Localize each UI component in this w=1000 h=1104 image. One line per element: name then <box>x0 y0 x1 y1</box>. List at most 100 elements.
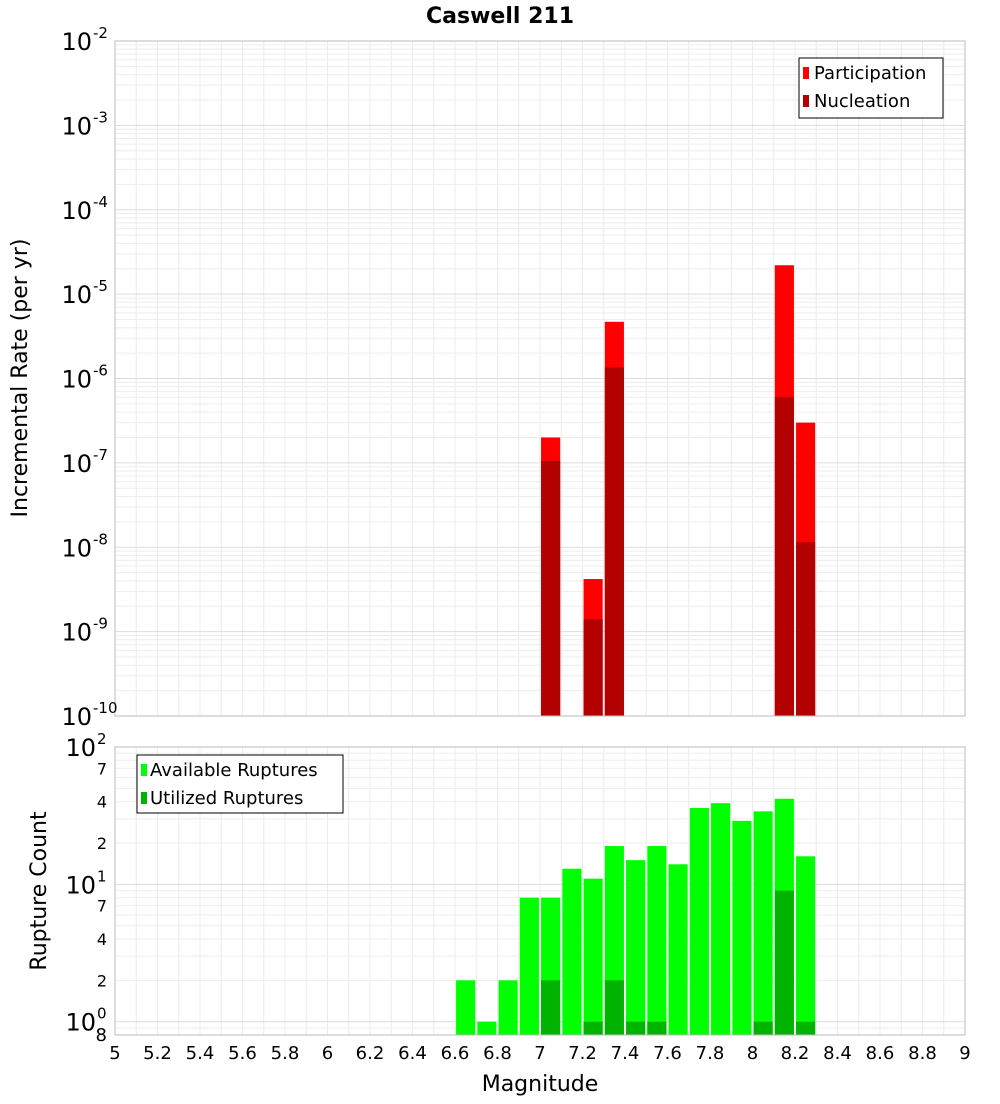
x-tick-label: 8 <box>747 1043 758 1064</box>
bottom-y-minor-tick-label: 7 <box>97 759 107 778</box>
top-legend-box <box>798 57 944 119</box>
x-tick-label: 8.8 <box>908 1043 937 1064</box>
top-y-tick-exponent: -8 <box>93 530 108 548</box>
available-ruptures-bar <box>519 897 539 1035</box>
bottom-y-tick-base: 10 <box>65 871 96 899</box>
nucleation-legend-swatch <box>803 95 809 107</box>
available-ruptures-bar <box>796 856 816 1035</box>
nucleation-legend-label: Nucleation <box>814 91 910 112</box>
x-tick-label: 9 <box>959 1043 970 1064</box>
available-ruptures-bar <box>626 860 646 1035</box>
nucleation-bar <box>541 461 561 716</box>
bottom-y-tick-exponent: 1 <box>97 867 107 885</box>
utilized-legend-label: Utilized Ruptures <box>150 788 303 809</box>
bottom-y-tick-exponent: 0 <box>97 1005 107 1023</box>
utilized-ruptures-bar <box>774 890 794 1035</box>
bottom-legend: Available Ruptures Utilized Ruptures <box>136 754 344 814</box>
nucleation-bar <box>583 619 603 716</box>
top-y-tick-exponent: -5 <box>93 277 108 295</box>
top-y-tick-base: 10 <box>61 197 92 225</box>
utilized-legend-swatch <box>141 792 147 804</box>
available-ruptures-bar <box>647 846 667 1035</box>
bottom-legend-box <box>136 754 344 814</box>
x-tick-label: 8.6 <box>866 1043 895 1064</box>
x-tick-label: 7.4 <box>611 1043 640 1064</box>
x-tick-label: 7 <box>534 1043 545 1064</box>
top-y-tick-base: 10 <box>61 366 92 394</box>
top-panel-y-ticks: 10-210-310-410-510-610-710-810-910-10 <box>61 24 117 731</box>
top-y-tick-base: 10 <box>61 281 92 309</box>
utilized-ruptures-bar <box>541 980 561 1035</box>
top-y-tick-base: 10 <box>61 450 92 478</box>
x-tick-label: 5.8 <box>271 1043 300 1064</box>
top-y-tick-exponent: -2 <box>93 24 108 42</box>
available-ruptures-bar <box>562 868 582 1035</box>
x-tick-label: 5.2 <box>143 1043 172 1064</box>
available-ruptures-bar <box>689 807 709 1035</box>
bottom-y-tick-base: 10 <box>65 734 96 762</box>
available-ruptures-bar <box>498 980 518 1035</box>
utilized-ruptures-bar <box>753 1021 773 1035</box>
top-y-tick-base: 10 <box>61 703 92 731</box>
utilized-ruptures-bar <box>626 1021 646 1035</box>
nucleation-bar <box>774 397 794 716</box>
top-y-tick-base: 10 <box>61 534 92 562</box>
available-ruptures-bar <box>456 980 476 1035</box>
x-axis-ticks: 5 5.2 5.4 5.6 5.8 6 6.2 6.4 6.6 6.8 7 7.2 7.4 7.6 7.8 8… <box>109 1043 970 1064</box>
bottom-panel-bars <box>456 798 816 1035</box>
bottom-y-tick-exponent: 2 <box>97 730 107 748</box>
x-tick-label: 5.6 <box>228 1043 257 1064</box>
nucleation-bar <box>796 542 816 716</box>
utilized-ruptures-bar <box>796 1021 816 1035</box>
participation-legend-label: Participation <box>814 63 926 84</box>
bottom-y-minor-tick-label: 4 <box>97 930 107 949</box>
bottom-y-minor-tick-label: 2 <box>97 971 107 990</box>
top-y-tick-exponent: -6 <box>93 362 108 380</box>
x-tick-label: 7.6 <box>653 1043 682 1064</box>
chart-title: Caswell 211 <box>426 4 574 29</box>
participation-legend-swatch <box>803 67 809 79</box>
x-tick-label: 5.4 <box>186 1043 215 1064</box>
top-y-tick-exponent: -7 <box>93 446 108 464</box>
top-y-tick-base: 10 <box>61 112 92 140</box>
top-legend: Participation Nucleation <box>798 57 944 119</box>
available-ruptures-bar <box>477 1021 497 1035</box>
x-tick-label: 6.2 <box>356 1043 385 1064</box>
x-tick-label: 6.4 <box>398 1043 427 1064</box>
x-axis-label: Magnitude <box>482 1072 599 1097</box>
available-ruptures-bar <box>732 820 752 1035</box>
nucleation-bar <box>604 367 624 716</box>
x-tick-label: 8.4 <box>823 1043 852 1064</box>
bottom-y-minor-tick-label: 4 <box>97 793 107 812</box>
x-tick-label: 6 <box>322 1043 333 1064</box>
bottom-panel-frame <box>114 746 966 1036</box>
utilized-ruptures-bar <box>583 1021 603 1035</box>
bottom-y-minor-tick-label: 2 <box>97 834 107 853</box>
top-y-tick-exponent: -4 <box>93 193 108 211</box>
top-panel-bars <box>541 265 816 716</box>
utilized-ruptures-bar <box>604 980 624 1035</box>
bottom-y-axis-label: Rupture Count <box>27 811 52 971</box>
utilized-ruptures-bar <box>647 1021 667 1035</box>
available-legend-swatch <box>141 764 147 776</box>
available-ruptures-bar <box>668 864 688 1035</box>
available-legend-label: Available Ruptures <box>150 760 318 781</box>
x-tick-label: 7.8 <box>696 1043 725 1064</box>
bottom-y-minor-tick-label: 8 <box>96 1025 107 1046</box>
top-y-tick-base: 10 <box>61 28 92 56</box>
available-ruptures-bar <box>753 811 773 1035</box>
top-y-tick-exponent: -10 <box>93 699 118 717</box>
top-y-axis-label: Incremental Rate (per yr) <box>8 239 33 518</box>
available-ruptures-bar <box>583 878 603 1035</box>
x-tick-label: 8.2 <box>781 1043 810 1064</box>
x-tick-label: 6.8 <box>483 1043 512 1064</box>
top-y-tick-exponent: -3 <box>93 108 108 126</box>
top-y-tick-exponent: -9 <box>93 615 108 633</box>
bottom-y-minor-tick-label: 7 <box>97 897 107 916</box>
available-ruptures-bar <box>711 803 731 1035</box>
top-panel-frame <box>114 40 966 717</box>
bottom-y-tick-base: 10 <box>65 1009 96 1037</box>
